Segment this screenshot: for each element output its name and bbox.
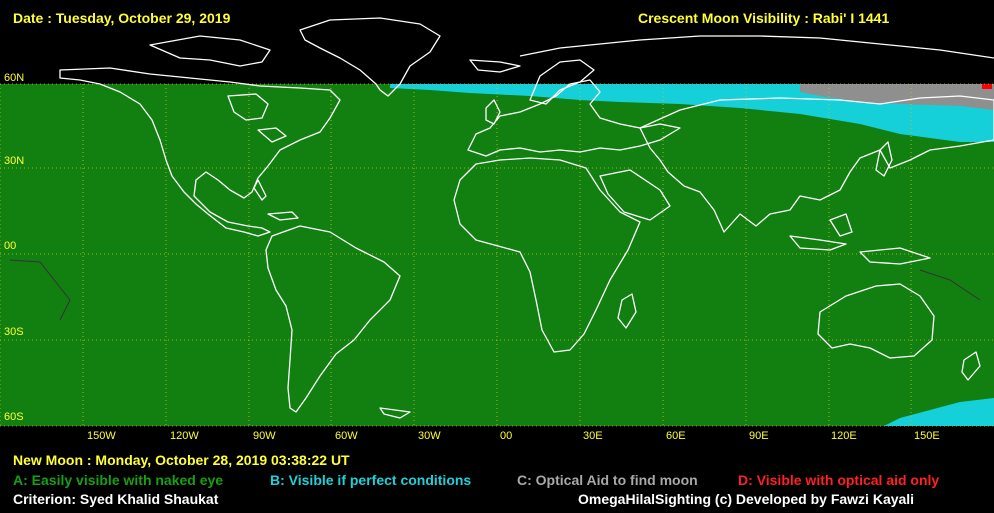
lon-label-120w: 120W	[170, 430, 199, 442]
lat-label-60s: 60S	[4, 411, 24, 423]
lon-label-30w: 30W	[418, 430, 441, 442]
minor-islands	[9, 259, 981, 321]
lon-label-90w: 90W	[253, 430, 276, 442]
zone-a-area	[0, 84, 994, 426]
legend-d: D: Visible with optical aid only	[738, 472, 940, 488]
legend-b: B: Visible if perfect conditions	[270, 472, 472, 488]
lon-label-60w: 60W	[335, 430, 358, 442]
lat-label-00: 00	[4, 240, 17, 252]
lon-label-150e: 150E	[914, 430, 940, 442]
page-title: Crescent Moon Visibility : Rabi' I 1441	[638, 10, 890, 26]
criterion-label: Criterion: Syed Khalid Shaukat	[13, 491, 219, 507]
graticule	[0, 83, 994, 427]
legend-a: A: Easily visible with naked eye	[13, 472, 224, 488]
lat-label-30s: 30S	[4, 326, 24, 338]
lon-label-00: 00	[500, 430, 513, 442]
zone-d-area	[982, 84, 992, 89]
zone-c-area	[800, 84, 994, 110]
credit-label: OmegaHilalSighting (c) Developed by Fawz…	[578, 491, 915, 507]
lat-label-60n: 60N	[4, 72, 25, 84]
coastlines	[59, 17, 994, 419]
lat-label-30n: 30N	[4, 155, 25, 167]
zone-b-area-south	[884, 398, 994, 426]
lon-label-90e: 90E	[749, 430, 769, 442]
lon-label-30e: 30E	[583, 430, 603, 442]
legend-c: C: Optical Aid to find moon	[517, 472, 698, 488]
lon-label-120e: 120E	[831, 430, 857, 442]
new-moon-label: New Moon : Monday, October 28, 2019 03:3…	[13, 452, 350, 468]
lon-label-150w: 150W	[87, 430, 116, 442]
lon-label-60e: 60E	[666, 430, 686, 442]
date-label: Date : Tuesday, October 29, 2019	[13, 10, 231, 26]
